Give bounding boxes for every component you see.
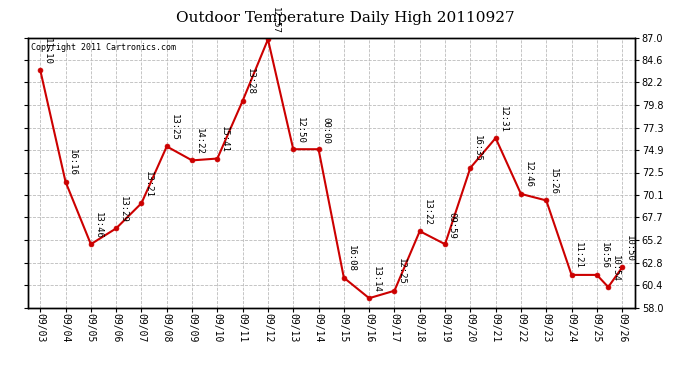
Text: Copyright 2011 Cartronics.com: Copyright 2011 Cartronics.com (30, 43, 176, 52)
Text: 14:22: 14:22 (195, 128, 204, 155)
Text: 16:56: 16:56 (600, 243, 609, 269)
Text: 16:08: 16:08 (346, 245, 355, 272)
Text: 10:54: 10:54 (611, 255, 620, 282)
Text: 13:25: 13:25 (170, 114, 179, 141)
Text: 16:35: 16:35 (473, 135, 482, 162)
Text: 13:46: 13:46 (94, 212, 103, 238)
Text: 00:00: 00:00 (322, 117, 331, 144)
Text: 16:16: 16:16 (68, 149, 77, 176)
Text: 13:28: 13:28 (246, 68, 255, 95)
Text: 12:57: 12:57 (270, 7, 279, 34)
Text: 15:41: 15:41 (220, 126, 229, 153)
Text: 13:14: 13:14 (372, 266, 381, 292)
Text: 12:25: 12:25 (397, 258, 406, 285)
Text: 11:21: 11:21 (574, 243, 583, 269)
Text: 10:50: 10:50 (625, 235, 634, 262)
Text: 15:26: 15:26 (549, 168, 558, 195)
Text: 13:22: 13:22 (422, 199, 431, 226)
Text: 13:21: 13:21 (144, 171, 153, 198)
Text: Outdoor Temperature Daily High 20110927: Outdoor Temperature Daily High 20110927 (176, 11, 514, 25)
Text: 09:59: 09:59 (448, 212, 457, 238)
Text: 12:46: 12:46 (524, 162, 533, 188)
Text: 11:10: 11:10 (43, 38, 52, 64)
Text: 12:50: 12:50 (296, 117, 305, 144)
Text: 12:31: 12:31 (498, 106, 507, 132)
Text: 13:29: 13:29 (119, 196, 128, 223)
